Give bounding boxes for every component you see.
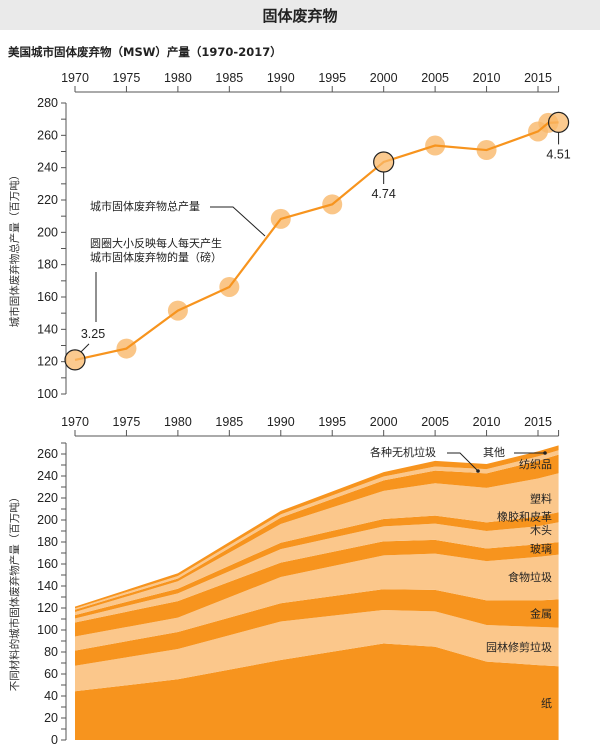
- bottom-x-tick-label: 1980: [164, 415, 192, 429]
- area-layer-5: [75, 522, 559, 623]
- bottom-x-tick-label: 1970: [61, 415, 89, 429]
- top-x-tick-label: 1980: [164, 71, 192, 85]
- highlighted-bubble: [64, 349, 86, 371]
- bottom-y-tick-label: 0: [51, 733, 58, 747]
- bottom-x-tick-label: 1975: [113, 415, 141, 429]
- top-y-tick-label: 100: [37, 387, 58, 401]
- highlighted-bubble: [373, 151, 395, 173]
- bottom-x-tick-label: 1995: [318, 415, 346, 429]
- top-y-tick-label: 180: [37, 258, 58, 272]
- layer-label: 橡胶和皮革: [497, 509, 552, 523]
- per-capita-label: 4.51: [546, 147, 570, 161]
- top-y-tick-label: 280: [37, 96, 58, 110]
- misc-inorganic-leader: [447, 452, 479, 472]
- bottom-y-tick-label: 260: [37, 447, 58, 461]
- bottom-y-tick-label: 100: [37, 623, 58, 637]
- bottom-y-tick-label: 140: [37, 579, 58, 593]
- bottom-x-tick-label: 2000: [370, 415, 398, 429]
- area-layer-8: [75, 454, 559, 612]
- area-layer-1: [75, 609, 559, 692]
- top-y-tick-label: 200: [37, 225, 58, 239]
- bottom-y-tick-label: 40: [44, 689, 58, 703]
- top-x-tick-label: 2010: [473, 71, 501, 85]
- bottom-y-tick-label: 80: [44, 645, 58, 659]
- bottom-y-tick-label: 160: [37, 557, 58, 571]
- bottom-y-tick-label: 180: [37, 535, 58, 549]
- total-line-annotation: 城市固体废弃物总产量: [90, 199, 200, 213]
- top-x-tick-label: 1990: [267, 71, 295, 85]
- area-layer-9: [75, 450, 559, 610]
- stacked-areas: [75, 445, 559, 740]
- top-y-tick-label: 240: [37, 161, 58, 175]
- layer-label: 玻璃: [530, 541, 552, 555]
- bottom-y-tick-label: 60: [44, 667, 58, 681]
- bottom-x-tick-label: 2015: [524, 415, 552, 429]
- area-layer-0: [75, 643, 559, 740]
- layer-label: 纺织品: [519, 457, 552, 471]
- bottom-x-tick-label: 1985: [215, 415, 243, 429]
- bottom-y-tick-label: 240: [37, 469, 58, 483]
- annotation-leader: [210, 206, 266, 237]
- bottom-x-tick-label: 1990: [267, 415, 295, 429]
- top-x-tick-label: 2015: [524, 71, 552, 85]
- top-x-tick-label: 1970: [61, 71, 89, 85]
- area-layer-4: [75, 539, 559, 637]
- top-x-tick-label: 1975: [113, 71, 141, 85]
- area-layer-7: [75, 473, 559, 616]
- other-label: 其他: [483, 446, 505, 459]
- bottom-y-tick-label: 20: [44, 711, 58, 725]
- bubble-size-annotation-line2: 城市固体废弃物的量（磅）: [90, 250, 222, 264]
- bottom-y-axis-title: 不同材料的城市固体废弃物产量（百万吨）: [8, 492, 21, 692]
- top-x-tick-label: 1985: [215, 71, 243, 85]
- top-y-tick-label: 160: [37, 290, 58, 304]
- top-y-tick-label: 140: [37, 322, 58, 336]
- area-layer-3: [75, 553, 559, 651]
- top-x-tick-label: 2000: [370, 71, 398, 85]
- layer-label: 食物垃圾: [508, 570, 552, 584]
- misc-inorganic-dot: [476, 469, 480, 473]
- bubbles-group: [116, 112, 559, 359]
- per-capita-label: 4.74: [371, 187, 395, 201]
- top-y-tick-label: 260: [37, 128, 58, 142]
- layer-label: 木头: [530, 524, 552, 537]
- area-layer-2: [75, 589, 559, 666]
- top-y-tick-label: 220: [37, 193, 58, 207]
- bubble-size-annotation-line1: 圆圈大小反映每人每天产生: [90, 236, 222, 250]
- bottom-y-tick-label: 120: [37, 601, 58, 615]
- total-msw-line: [74, 121, 559, 361]
- per-capita-label: 3.25: [81, 327, 105, 341]
- other-dot: [543, 451, 547, 455]
- top-x-tick-label: 1995: [318, 71, 346, 85]
- bottom-y-tick-label: 200: [37, 513, 58, 527]
- bottom-x-tick-label: 2010: [473, 415, 501, 429]
- layer-label: 纸: [541, 697, 552, 710]
- callout-line: [80, 343, 90, 353]
- bottom-y-tick-label: 220: [37, 491, 58, 505]
- layer-label: 金属: [530, 607, 552, 621]
- area-layer-6: [75, 512, 559, 619]
- highlighted-bubble: [547, 111, 570, 134]
- area-layer-10: [75, 445, 559, 609]
- page-title: 固体废弃物: [262, 6, 338, 25]
- layer-label: 塑料: [530, 492, 552, 506]
- layer-label: 园林修剪垃圾: [486, 640, 552, 654]
- chart-subtitle: 美国城市固体废弃物（MSW）产量（1970-2017）: [8, 45, 282, 59]
- page-header: 固体废弃物: [0, 0, 600, 30]
- bottom-x-tick-label: 2005: [421, 415, 449, 429]
- top-y-axis-title: 城市固体废弃物总产量（百万吨）: [8, 170, 21, 328]
- top-y-tick-label: 120: [37, 355, 58, 369]
- top-x-tick-label: 2005: [421, 71, 449, 85]
- misc-inorganic-label: 各种无机垃圾: [370, 445, 436, 459]
